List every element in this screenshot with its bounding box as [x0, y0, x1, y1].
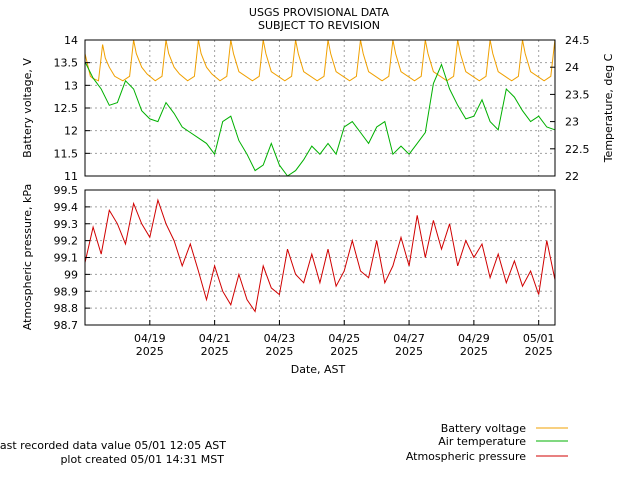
top-panel-series — [84, 39, 556, 177]
legend-label-pressure: Atmospheric pressure — [406, 450, 526, 463]
bottom-panel-ticks: 98.798.898.99999.199.299.399.499.504/192… — [54, 184, 555, 358]
pressure-tick-label: 98.7 — [54, 319, 79, 332]
temperature-tick-label: 23.5 — [565, 88, 590, 101]
x-tick-year-label: 2025 — [136, 345, 164, 358]
legend-label-battery: Battery voltage — [441, 422, 527, 435]
chart-subtitle: SUBJECT TO REVISION — [258, 19, 380, 32]
battery-tick-label: 13.5 — [54, 57, 79, 70]
x-tick-date-label: 04/21 — [199, 332, 231, 345]
chart-title: USGS PROVISIONAL DATA — [249, 6, 390, 19]
x-tick-year-label: 2025 — [265, 345, 293, 358]
x-tick-date-label: 05/01 — [523, 332, 555, 345]
temperature-tick-label: 23 — [565, 116, 579, 129]
temperature-tick-label: 22 — [565, 170, 579, 183]
x-tick-year-label: 2025 — [330, 345, 358, 358]
x-axis-label: Date, AST — [291, 363, 346, 376]
x-tick-year-label: 2025 — [201, 345, 229, 358]
battery-voltage-axis-label: Battery voltage, V — [21, 58, 34, 158]
battery-tick-label: 13 — [64, 79, 78, 92]
pressure-tick-label: 99.1 — [54, 252, 79, 265]
temperature-tick-label: 22.5 — [565, 143, 590, 156]
pressure-tick-label: 98.9 — [54, 285, 79, 298]
battery-tick-label: 12.5 — [54, 102, 79, 115]
x-tick-year-label: 2025 — [525, 345, 553, 358]
top-panel-grid — [85, 40, 555, 176]
legend-label-air-temp: Air temperature — [438, 435, 526, 448]
x-tick-year-label: 2025 — [460, 345, 488, 358]
bottom-panel-grid — [85, 190, 555, 325]
plot-created-note: plot created 05/01 14:31 MST — [60, 453, 224, 466]
x-tick-date-label: 04/23 — [264, 332, 296, 345]
pressure-tick-label: 98.8 — [54, 302, 79, 315]
battery-tick-label: 14 — [64, 34, 78, 47]
last-recorded-note: last recorded data value 05/01 12:05 AST — [0, 439, 226, 452]
top-panel-ticks: 11 11.5 12 12.5 13 13.5 14 22 22.5 23 23.5 24 24.5 — [54, 34, 590, 183]
battery-voltage-line — [84, 39, 556, 82]
x-tick-date-label: 04/27 — [393, 332, 425, 345]
pressure-tick-label: 99 — [64, 268, 78, 281]
pressure-tick-label: 99.2 — [54, 235, 79, 248]
air-temperature-line — [84, 61, 556, 177]
pressure-tick-label: 99.3 — [54, 218, 79, 231]
pressure-tick-label: 99.5 — [54, 184, 79, 197]
temperature-axis-label: Temperature, deg C — [602, 53, 615, 163]
temperature-tick-label: 24 — [565, 61, 579, 74]
x-tick-date-label: 04/29 — [458, 332, 490, 345]
atmospheric-pressure-line — [84, 198, 556, 313]
battery-tick-label: 12 — [64, 125, 78, 138]
x-tick-year-label: 2025 — [395, 345, 423, 358]
legend: Battery voltage Air temperature Atmosphe… — [406, 422, 568, 463]
pressure-tick-label: 99.4 — [54, 201, 79, 214]
temperature-tick-label: 24.5 — [565, 34, 590, 47]
x-tick-date-label: 04/25 — [328, 332, 360, 345]
bottom-panel-series — [84, 198, 556, 313]
battery-tick-label: 11 — [64, 170, 78, 183]
pressure-axis-label: Atmospheric pressure, kPa — [21, 184, 34, 330]
x-tick-date-label: 04/19 — [134, 332, 166, 345]
battery-tick-label: 11.5 — [54, 147, 79, 160]
